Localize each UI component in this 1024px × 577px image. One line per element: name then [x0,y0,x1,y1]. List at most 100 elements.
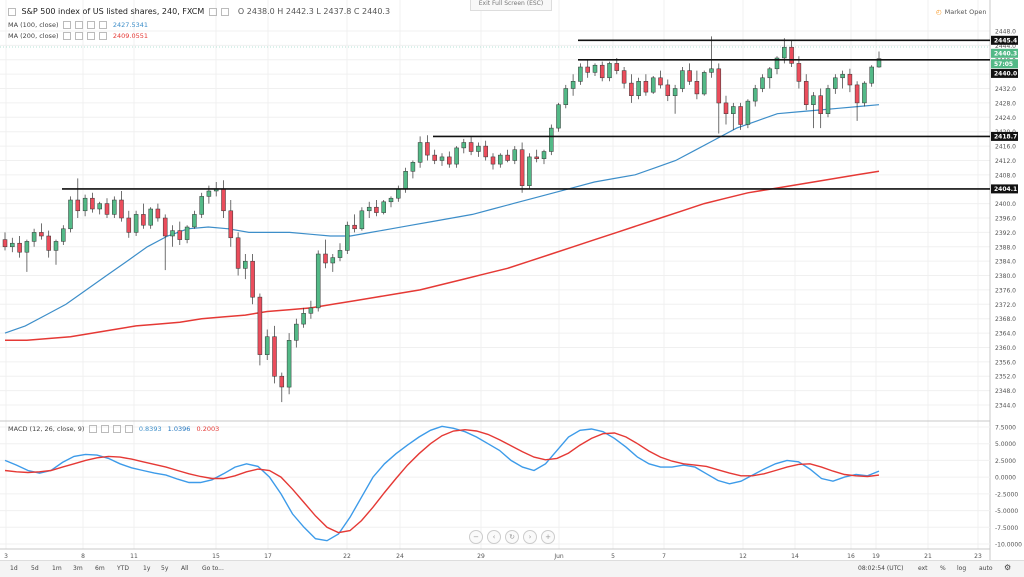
candle-body [192,214,197,228]
candle-body [556,104,561,129]
exit-fullscreen-button[interactable]: Exit Full Screen (ESC) [470,0,552,11]
candle-body [403,171,408,190]
price-axis[interactable]: 2448.02444.02440.02436.02432.02428.02424… [991,29,1018,410]
zoom-in-button[interactable]: + [541,530,555,544]
macd-axis[interactable]: 7.5000 5.0000 2.5000 0.0000 -2.5000 -5.0000 -7… [995,425,1022,549]
settings-icon[interactable]: ⚙ [1004,563,1012,572]
close-icon[interactable] [86,32,95,40]
settings-icon[interactable] [100,425,109,433]
clock-icon: ◴ [936,8,942,16]
price-tick-label: 2368.0 [995,316,1016,323]
candle-body [425,142,430,156]
price-tick-label: 2376.0 [995,287,1016,294]
range-1y[interactable]: 1y [143,565,151,572]
macd-value-3: 0.2003 [196,425,220,433]
candle-body [490,156,496,165]
macd-legend[interactable]: MACD (12, 26, close, 9) 0.8393 1.0396 0.… [8,425,219,433]
price-tick-label: 2448.0 [995,29,1016,36]
candle-body [31,232,37,242]
candle-body [53,241,59,251]
candlesticks [2,36,882,403]
collapse-icon[interactable] [8,7,16,16]
candle-body [323,253,328,264]
horizontal-levels[interactable] [62,39,990,190]
range-1m[interactable]: 1m [52,565,62,572]
time-tick-label: 3 [4,553,8,560]
visibility-icon[interactable] [88,425,97,433]
price-badge-label: 2440.3 [994,51,1017,58]
close-icon[interactable] [86,21,95,29]
ext-toggle[interactable]: ext [918,565,928,572]
ma100-label: MA (100, close) [8,21,59,29]
candle-body [825,88,831,114]
candle-body [221,188,226,212]
candle-body [745,100,751,125]
range-1d[interactable]: 1d [10,565,18,572]
candle-body [97,203,102,210]
reset-button[interactable]: ↻ [505,530,519,544]
candle-body [760,77,765,89]
price-tick-label: 2412.0 [995,158,1016,165]
candle-body [527,156,532,186]
range-all[interactable]: All [181,565,189,572]
macd-tick-label: -5.0000 [995,508,1018,515]
range-5d[interactable]: 5d [31,565,39,572]
zoom-out-button[interactable]: − [469,530,483,544]
visibility-icon[interactable] [62,21,71,29]
candle-body [447,156,452,165]
ma200-legend[interactable]: MA (200, close) 2409.0551 [8,32,148,40]
candle-body [738,106,743,125]
range-3m[interactable]: 3m [73,565,83,572]
ma100-legend[interactable]: MA (100, close) 2427.5341 [8,21,148,29]
candle-body [228,210,234,239]
price-tick-label: 2348.0 [995,388,1016,395]
candle-body [24,241,30,253]
more-icon[interactable] [124,425,133,433]
macd-tick-label: -10.0000 [995,542,1022,549]
visibility-icon[interactable] [62,32,71,40]
macd-tick-label: 2.5000 [995,458,1016,465]
ma200-label: MA (200, close) [8,32,59,40]
price-badge-label: 57:05 [994,61,1013,68]
more-icon[interactable] [98,32,107,40]
candle-body [811,95,816,105]
candle-body [264,336,270,355]
price-tick-label: 2388.0 [995,244,1016,251]
candle-body [752,88,758,102]
candle-body [381,201,386,213]
close-icon[interactable] [221,7,230,16]
candle-body [396,188,401,199]
close-icon[interactable] [112,425,121,433]
scroll-right-button[interactable]: › [523,530,537,544]
range-ytd[interactable]: YTD [117,565,129,572]
settings-icon[interactable] [208,7,217,16]
goto-button[interactable]: Go to... [202,565,224,572]
settings-icon[interactable] [74,32,83,40]
candle-body [257,296,263,355]
candle-body [672,88,678,96]
candle-body [774,57,780,70]
percent-toggle[interactable]: % [940,565,946,572]
auto-toggle[interactable]: auto [979,565,993,572]
candle-body [374,206,379,213]
candle-body [803,81,809,105]
range-6m[interactable]: 6m [95,565,105,572]
scroll-left-button[interactable]: ‹ [487,530,501,544]
price-tick-label: 2380.0 [995,273,1016,280]
candle-body [505,154,510,161]
more-icon[interactable] [98,21,107,29]
candle-body [133,214,139,233]
time-axis[interactable]: 3 8 11 15 17 22 24 29 Jun 5 7 12 14 16 19 21 23 [4,553,982,560]
price-tick-label: 2400.0 [995,201,1016,208]
settings-icon[interactable] [74,21,83,29]
price-tick-label: 2424.0 [995,115,1016,122]
log-toggle[interactable]: log [957,565,967,572]
candle-body [286,340,292,388]
candle-body [126,217,132,233]
candle-body [235,237,241,269]
candle-body [46,235,51,251]
candle-body [10,242,15,248]
price-tick-label: 2392.0 [995,230,1016,237]
range-5y[interactable]: 5y [161,565,169,572]
